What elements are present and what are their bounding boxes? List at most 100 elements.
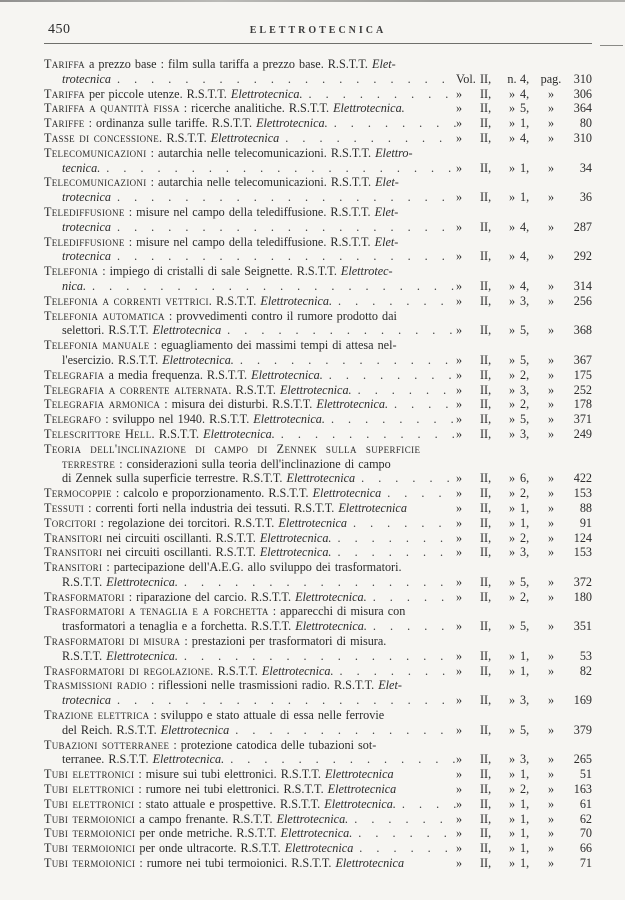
entry-text: Telescrittore Hell. R.S.T.T. Elettrotecn… bbox=[44, 427, 456, 442]
entry-line: R.S.T.T. Elettrotecnica. . . . . . . . . … bbox=[44, 649, 456, 664]
ref-page-label: » bbox=[547, 293, 555, 308]
dot-leader: . . . . . . . . . . . . . . . . . . . . … bbox=[372, 589, 456, 604]
entry-text: Telefonia : impiego di cristalli di sale… bbox=[44, 264, 456, 294]
entry-description: : sviluppo nel 1940. R.S.T.T. bbox=[101, 412, 254, 427]
ref-vol-label: » bbox=[456, 382, 463, 397]
ref-page-label: » bbox=[547, 648, 555, 663]
ref-number: 1, bbox=[520, 663, 530, 678]
index-entry: Telegrafia armonica : misura dei disturb… bbox=[44, 397, 592, 412]
entry-description: trasformatori a tenaglia e a forchetta. … bbox=[62, 619, 296, 634]
ref-page-label: » bbox=[547, 352, 555, 367]
volume-reference: » II, » 3, » 169 bbox=[456, 693, 592, 708]
index-entry: Trasformatori a tenaglia e a forchetta :… bbox=[44, 604, 592, 634]
entry-text: Tessuti : correnti forti nella industria… bbox=[44, 501, 456, 516]
entry-line: Telegrafia a corrente alternata. R.S.T.T… bbox=[44, 383, 456, 398]
ref-number-label: » bbox=[508, 530, 516, 545]
journal-name: Elettrotecnica bbox=[312, 486, 382, 501]
entry-description: : rumore nei tubi elettronici. R.S.T.T. bbox=[134, 782, 328, 797]
ref-page: 256 bbox=[573, 293, 592, 308]
entry-text: Telefonia manuale : eguagliamento dei ma… bbox=[44, 338, 456, 368]
entry-line: Telecomunicazioni : autarchia nelle tele… bbox=[44, 175, 456, 190]
ref-vol-label: » bbox=[456, 811, 463, 826]
journal-name: Elettrotecnica. bbox=[259, 545, 332, 560]
ref-number: 3, bbox=[520, 426, 530, 441]
entry-description: R.S.T.T. bbox=[154, 426, 204, 441]
ref-number: 5, bbox=[520, 412, 530, 427]
entry-text: Tubi elettronici : rumore nei tubi elett… bbox=[44, 782, 456, 797]
ref-number-label: » bbox=[508, 500, 516, 515]
dot-leader: . . . . . . . . . . . . . . . . . . . . … bbox=[357, 382, 456, 397]
ref-number-label: » bbox=[508, 116, 516, 131]
ref-volume: II, bbox=[480, 574, 492, 589]
ref-page-label: » bbox=[547, 101, 555, 116]
entry-headword: Tariffe bbox=[44, 116, 85, 131]
dot-leader: . . . . . . . . . . . . . . . . . . . . … bbox=[280, 426, 456, 441]
ref-vol-label: » bbox=[456, 530, 463, 545]
scan-top-edge-artifact bbox=[0, 0, 625, 2]
journal-name: Elet- bbox=[372, 57, 396, 71]
entry-description: l'esercizio. R.S.T.T. bbox=[62, 352, 163, 367]
ref-vol-label: » bbox=[456, 367, 463, 382]
entry-headword: Telefonia a correnti vettrici. bbox=[44, 293, 213, 308]
entry-line: Tessuti : correnti forti nella industria… bbox=[44, 501, 456, 516]
ref-number-label: » bbox=[508, 367, 516, 382]
ref-vol-label: » bbox=[456, 648, 463, 663]
ref-number-label: » bbox=[508, 412, 516, 427]
entry-line: Telegrafo : sviluppo nel 1940. R.S.T.T. … bbox=[44, 412, 456, 427]
ref-vol-label: » bbox=[456, 574, 463, 589]
index-list: Tariffa a prezzo base : film sulla tarif… bbox=[44, 57, 592, 871]
entry-text: Tubi elettronici : misure sui tubi elett… bbox=[44, 767, 456, 782]
entry-text: Transitori : partecipazione dell'A.E.G. … bbox=[44, 560, 456, 590]
ref-page-label: » bbox=[547, 722, 555, 737]
volume-reference: » II, » 3, » 153 bbox=[456, 545, 592, 560]
entry-description: : misura dei disturbi. R.S.T.T. bbox=[160, 397, 317, 412]
ref-page: 351 bbox=[573, 619, 592, 634]
journal-name: Elettro- bbox=[375, 145, 413, 160]
journal-name: Elet- bbox=[378, 678, 402, 693]
entry-line: Telegrafia a media frequenza. R.S.T.T. E… bbox=[44, 368, 456, 383]
volume-reference: » II, » 5, » 351 bbox=[456, 619, 592, 634]
ref-vol-label: » bbox=[456, 796, 463, 811]
ref-volume: II, bbox=[480, 86, 492, 101]
journal-name: Elettrotecnica bbox=[278, 515, 347, 530]
journal-name: Elettrotecnica bbox=[284, 841, 354, 856]
index-entry: Trasformatori : riparazione del carcio. … bbox=[44, 590, 592, 605]
ref-page-label: » bbox=[547, 471, 555, 486]
entry-headword: Trasformatori di regolazione. bbox=[44, 663, 214, 678]
journal-name: Elettrotecnica bbox=[210, 130, 280, 145]
index-entry: Telefonia a correnti vettrici. R.S.T.T. … bbox=[44, 294, 592, 309]
ref-volume: II, bbox=[480, 71, 492, 86]
ref-vol-label: » bbox=[456, 116, 463, 131]
index-entry: Termocoppie : calcolo e proporzionamento… bbox=[44, 486, 592, 501]
dot-leader: . . . . . . . . . . . . . . . . . . . . … bbox=[239, 352, 456, 367]
ref-number: 3, bbox=[520, 545, 530, 560]
ref-vol-label: » bbox=[456, 426, 463, 441]
ref-number: 2, bbox=[520, 530, 530, 545]
ref-vol-label: » bbox=[456, 293, 463, 308]
ref-volume: II, bbox=[480, 722, 492, 737]
ref-page: 379 bbox=[573, 722, 592, 737]
entry-description: del Reich. R.S.T.T. bbox=[62, 722, 161, 737]
entry-text: Telediffusione : misure nel campo della … bbox=[44, 235, 456, 265]
ref-volume: II, bbox=[480, 323, 492, 338]
ref-number: 5, bbox=[520, 722, 530, 737]
ref-number-label: » bbox=[508, 811, 516, 826]
ref-volume: II, bbox=[480, 782, 492, 797]
entry-description: per onde metriche. R.S.T.T. bbox=[135, 826, 281, 841]
entry-text: Trazione elettrica : sviluppo e stato at… bbox=[44, 708, 456, 738]
ref-number-label: » bbox=[508, 648, 516, 663]
entry-line: Trasformatori di misura : prestazioni pe… bbox=[44, 634, 456, 649]
index-entry: Tubazioni sotterranee : protezione catod… bbox=[44, 738, 592, 768]
entry-line: Transitori nei circuiti oscillanti. R.S.… bbox=[44, 531, 456, 546]
ref-page-label: » bbox=[547, 545, 555, 560]
index-entry: Tubi termoionici per onde metriche. R.S.… bbox=[44, 826, 592, 841]
ref-number: 4, bbox=[520, 71, 530, 86]
ref-page-label: » bbox=[547, 530, 555, 545]
ref-volume: II, bbox=[480, 160, 492, 175]
entry-headword: Trasformatori a tenaglia e a forchetta bbox=[44, 604, 269, 619]
volume-reference: » II, » 2, » 175 bbox=[456, 368, 592, 383]
journal-name: Elettrotecnica. bbox=[260, 293, 333, 308]
ref-number-label: » bbox=[508, 574, 516, 589]
ref-number-label: » bbox=[508, 293, 516, 308]
dot-leader: . . . . . . . . . . . . . . . . . . . . … bbox=[401, 796, 456, 811]
